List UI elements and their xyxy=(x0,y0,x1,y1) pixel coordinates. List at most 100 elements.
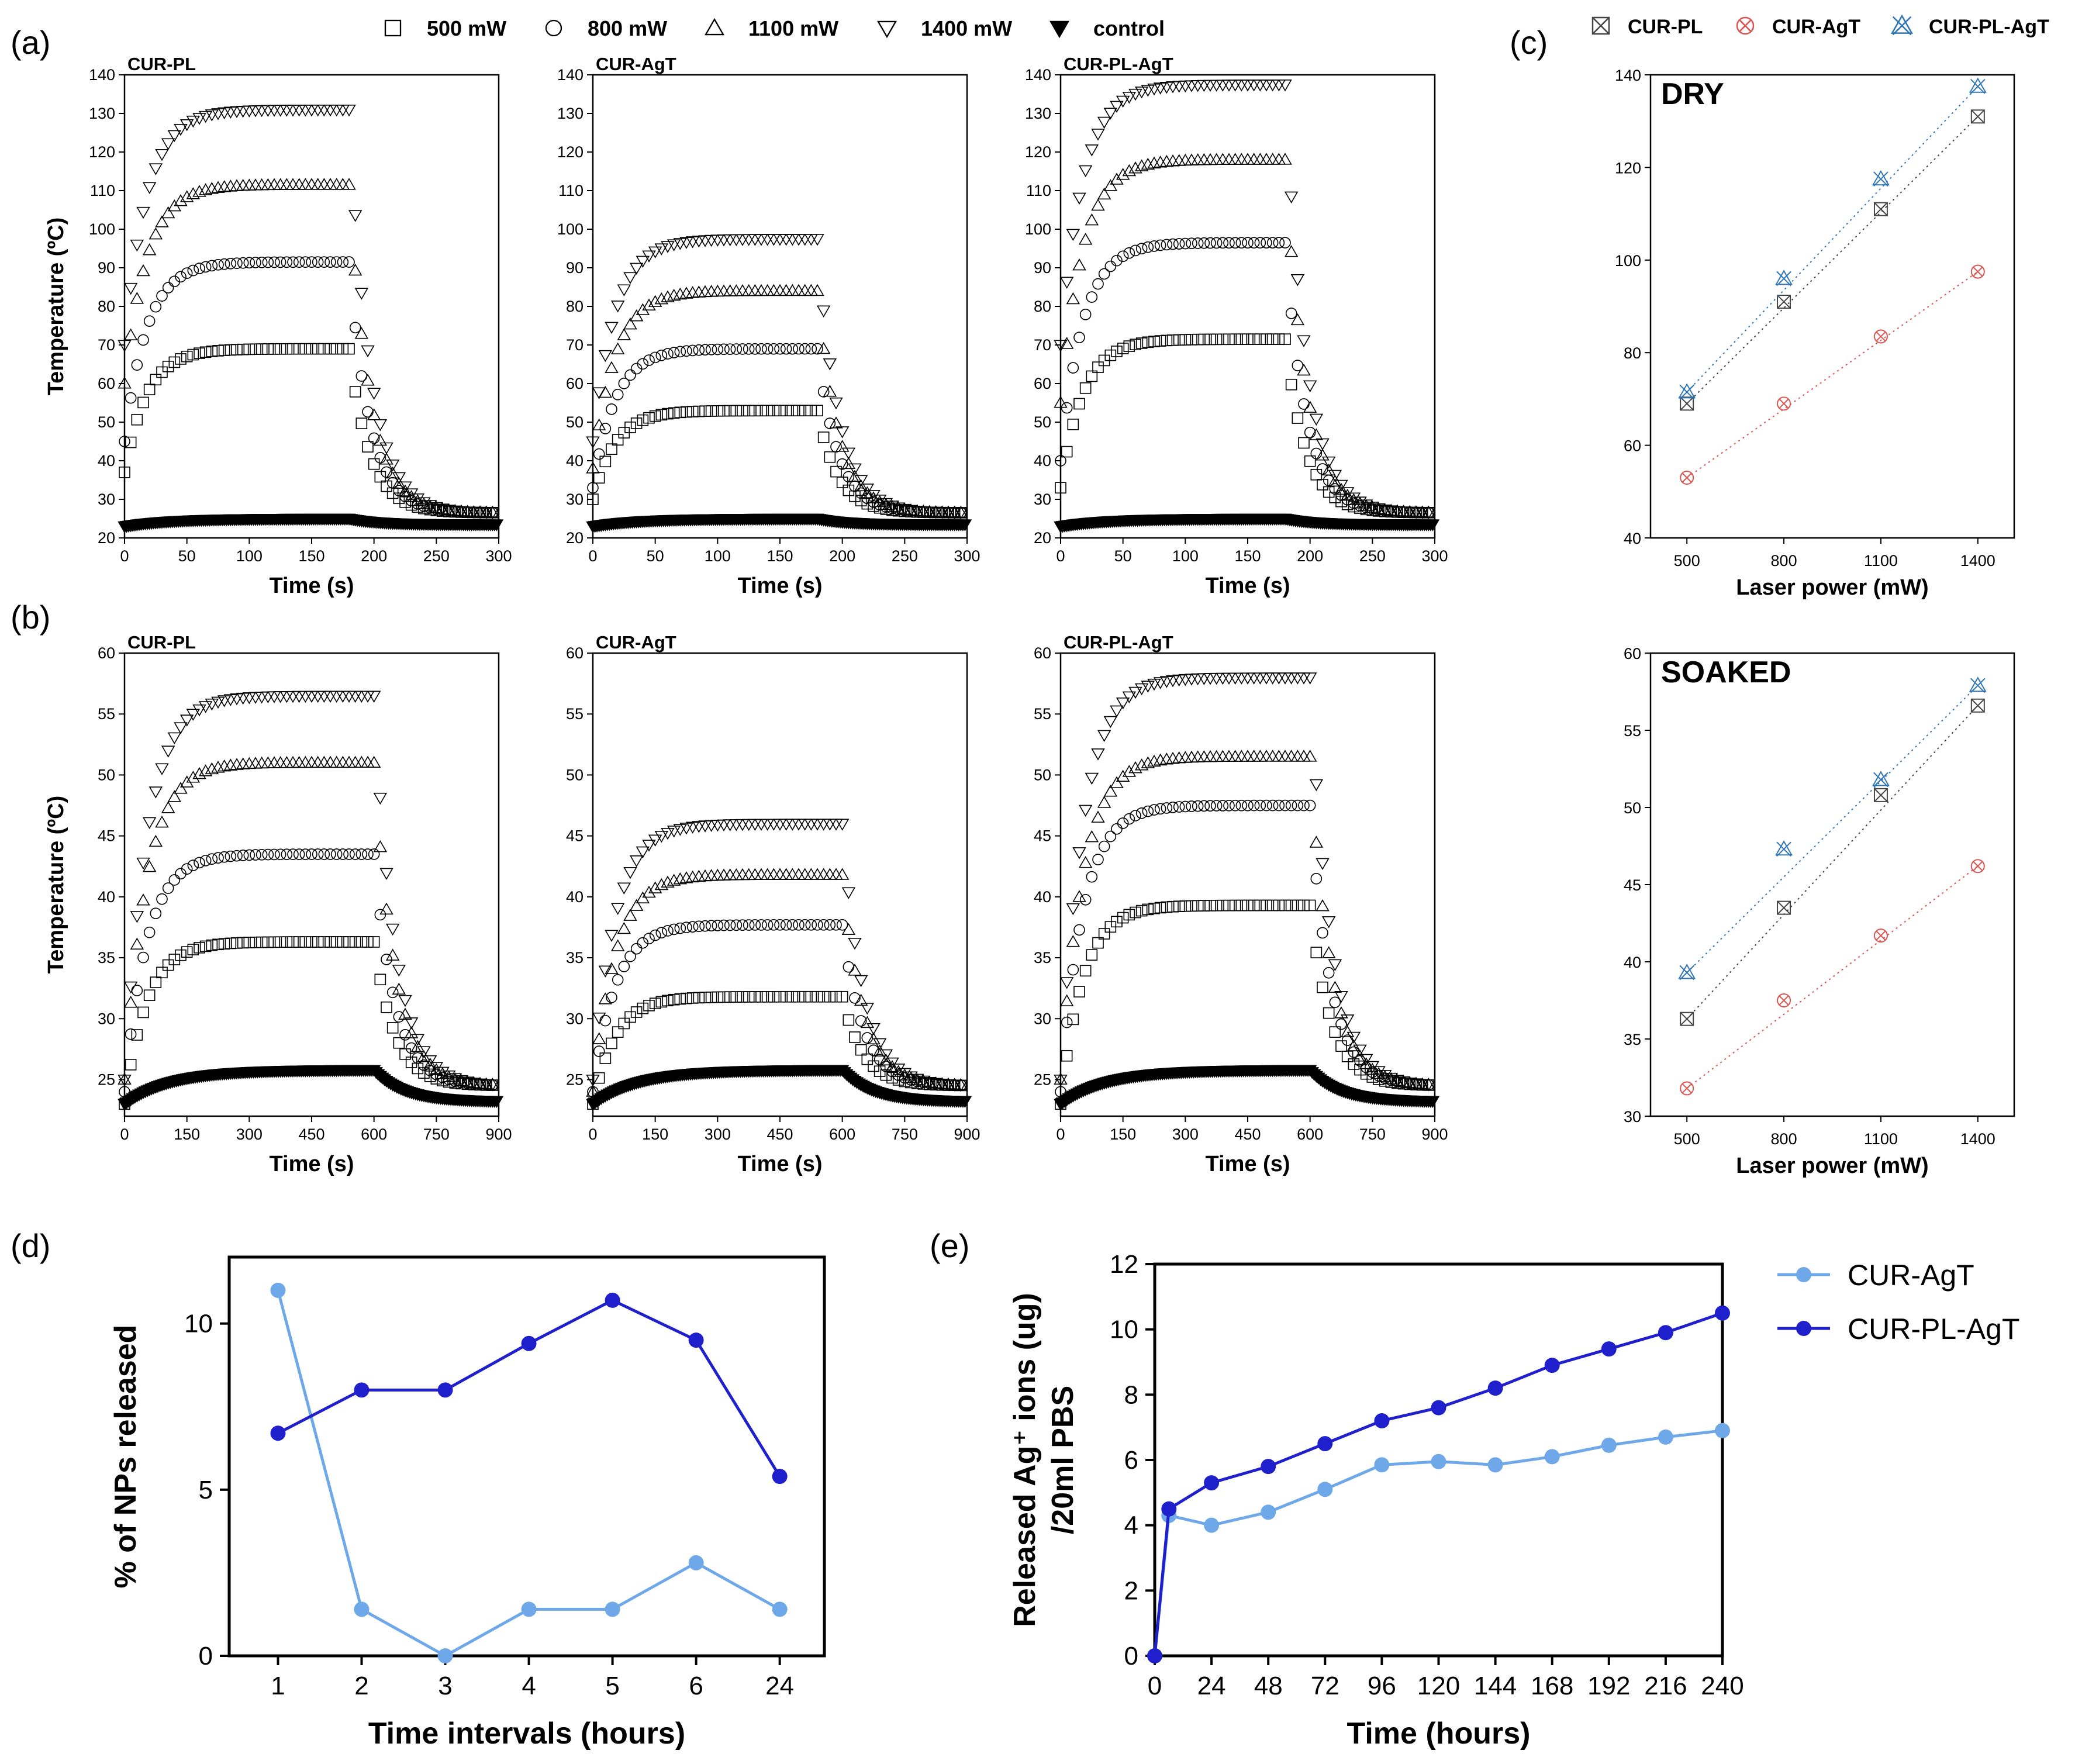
data-point xyxy=(142,243,157,256)
marker-shape xyxy=(754,234,768,246)
data-point xyxy=(804,868,819,880)
marker-shape xyxy=(1097,730,1111,743)
marker-shape xyxy=(1354,1064,1366,1076)
data-point xyxy=(654,830,669,843)
data-point xyxy=(1241,153,1255,165)
marker-shape xyxy=(1266,237,1279,248)
marker-shape xyxy=(225,850,237,862)
marker-shape xyxy=(248,178,263,191)
marker-shape xyxy=(1340,1014,1355,1027)
data-point xyxy=(1054,340,1068,352)
data-point xyxy=(1284,191,1299,204)
data-point xyxy=(1217,899,1229,912)
marker-shape xyxy=(1167,802,1179,813)
marker-shape xyxy=(1247,153,1261,165)
marker-shape xyxy=(298,691,313,703)
marker-shape xyxy=(336,104,350,117)
data-point xyxy=(592,387,606,399)
y-tick-label: 50 xyxy=(1034,766,1051,783)
data-point xyxy=(916,1075,931,1088)
marker-shape xyxy=(642,885,656,898)
marker-shape xyxy=(1172,154,1186,166)
marker-shape xyxy=(1198,900,1210,912)
marker-shape xyxy=(730,343,743,355)
marker-shape xyxy=(877,20,897,39)
data-point xyxy=(150,301,162,313)
data-point xyxy=(404,1026,419,1038)
x-tick-label: 150 xyxy=(1234,547,1261,565)
marker-shape xyxy=(1278,153,1292,165)
data-point xyxy=(879,498,893,510)
marker-shape xyxy=(1097,116,1111,129)
marker-shape xyxy=(773,868,787,880)
marker-shape xyxy=(843,471,855,483)
data-point xyxy=(1340,488,1355,501)
data-point xyxy=(1178,751,1193,763)
marker-shape xyxy=(830,919,842,931)
data-point xyxy=(629,855,644,868)
data-point xyxy=(192,767,206,779)
series-1100-mW xyxy=(586,284,968,518)
y-tick-label: 100 xyxy=(89,220,115,238)
marker-shape xyxy=(748,234,762,246)
marker-shape xyxy=(662,925,674,937)
data-point xyxy=(1223,799,1235,812)
data-point xyxy=(866,491,881,503)
data-point xyxy=(872,1038,887,1051)
marker-shape xyxy=(368,432,380,444)
marker-shape xyxy=(835,440,850,452)
data-point xyxy=(248,105,263,118)
marker-shape xyxy=(1234,750,1249,762)
marker-shape xyxy=(1285,899,1297,912)
marker-shape xyxy=(1104,260,1117,272)
marker-shape xyxy=(299,343,312,355)
marker-shape xyxy=(286,755,300,768)
marker-shape xyxy=(1317,463,1328,475)
marker-shape xyxy=(223,694,238,706)
marker-shape xyxy=(779,819,793,831)
data-point xyxy=(174,782,188,794)
data-point xyxy=(1259,80,1273,92)
data-point xyxy=(168,954,181,965)
legend-ab: 500 mW 800 mW 1100 mW 1400 mW control xyxy=(384,16,1165,40)
data-point xyxy=(741,234,756,246)
marker-shape xyxy=(1167,900,1179,913)
data-point xyxy=(786,405,799,417)
marker-shape xyxy=(231,937,243,949)
marker-shape xyxy=(886,1072,898,1084)
data-point xyxy=(267,105,281,117)
data-point xyxy=(606,403,617,415)
data-point xyxy=(1117,817,1129,829)
data-point xyxy=(1309,428,1324,440)
marker-shape xyxy=(830,990,842,1003)
marker-shape xyxy=(1229,237,1241,249)
data-point xyxy=(880,1069,892,1081)
marker-shape xyxy=(860,1016,875,1028)
data-point xyxy=(1148,902,1160,914)
marker-shape xyxy=(612,974,624,986)
marker-shape xyxy=(1116,168,1130,180)
data-point xyxy=(799,343,811,355)
marker-shape xyxy=(797,284,812,296)
data-point xyxy=(398,481,412,493)
marker-shape xyxy=(175,949,187,961)
data-point xyxy=(1217,333,1229,346)
marker-shape xyxy=(737,991,748,1003)
data-point xyxy=(1248,333,1260,345)
data-point xyxy=(1303,750,1317,762)
marker-shape xyxy=(199,261,212,273)
marker-shape xyxy=(1321,916,1336,928)
data-point xyxy=(812,343,823,355)
marker-shape xyxy=(749,343,761,355)
marker-shape xyxy=(1272,153,1286,165)
data-point xyxy=(1086,291,1098,303)
data-point xyxy=(250,849,261,861)
data-point xyxy=(242,105,257,118)
data-point xyxy=(1117,343,1129,354)
data-point xyxy=(1104,830,1117,843)
data-point xyxy=(754,868,768,880)
marker-shape xyxy=(125,392,137,404)
marker-shape xyxy=(1085,144,1099,157)
marker-shape xyxy=(736,819,750,831)
data-point xyxy=(599,455,612,468)
